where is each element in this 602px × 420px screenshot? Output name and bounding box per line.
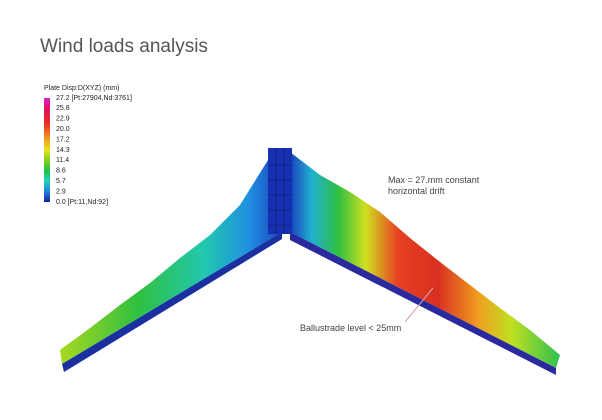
legend-label: 27.2 [Pt:27904,Nd:3761] [56,95,132,102]
legend-label: 2.9 [56,188,66,195]
annotation: Max = 27.mm constant [388,175,480,185]
legend-label: 17.2 [56,136,70,143]
legend-label: 11.4 [56,157,69,164]
left-wing [60,160,282,364]
color-scale [44,98,50,202]
legend: Plate Disp:D(XYZ) (mm) 27.2 [Pt:27904,Nd… [44,85,132,206]
title: Wind loads analysis [40,36,208,57]
annotation: horizontal drift [388,186,445,196]
legend-label: 0.0 [Pt:11,Nd:92] [56,199,108,206]
annotations: Max = 27.mm constant horizontal drift Ba… [300,175,480,333]
legend-label: 5.7 [56,178,66,185]
legend-label: 22.9 [56,116,70,123]
legend-label: 25.8 [56,105,70,112]
leader-line [404,287,434,323]
tower-grid [268,148,292,234]
right-wing [290,152,560,368]
right-edge [290,232,556,375]
structure [60,148,560,375]
legend-label: 14.3 [56,147,70,154]
legend-label: 20.0 [56,126,70,133]
apex-tower [268,148,292,234]
legend-label: 8.6 [56,168,66,175]
annotation: Ballustrade level < 25mm [300,323,401,333]
left-edge [62,232,282,372]
legend-title: Plate Disp:D(XYZ) (mm) [44,85,119,92]
